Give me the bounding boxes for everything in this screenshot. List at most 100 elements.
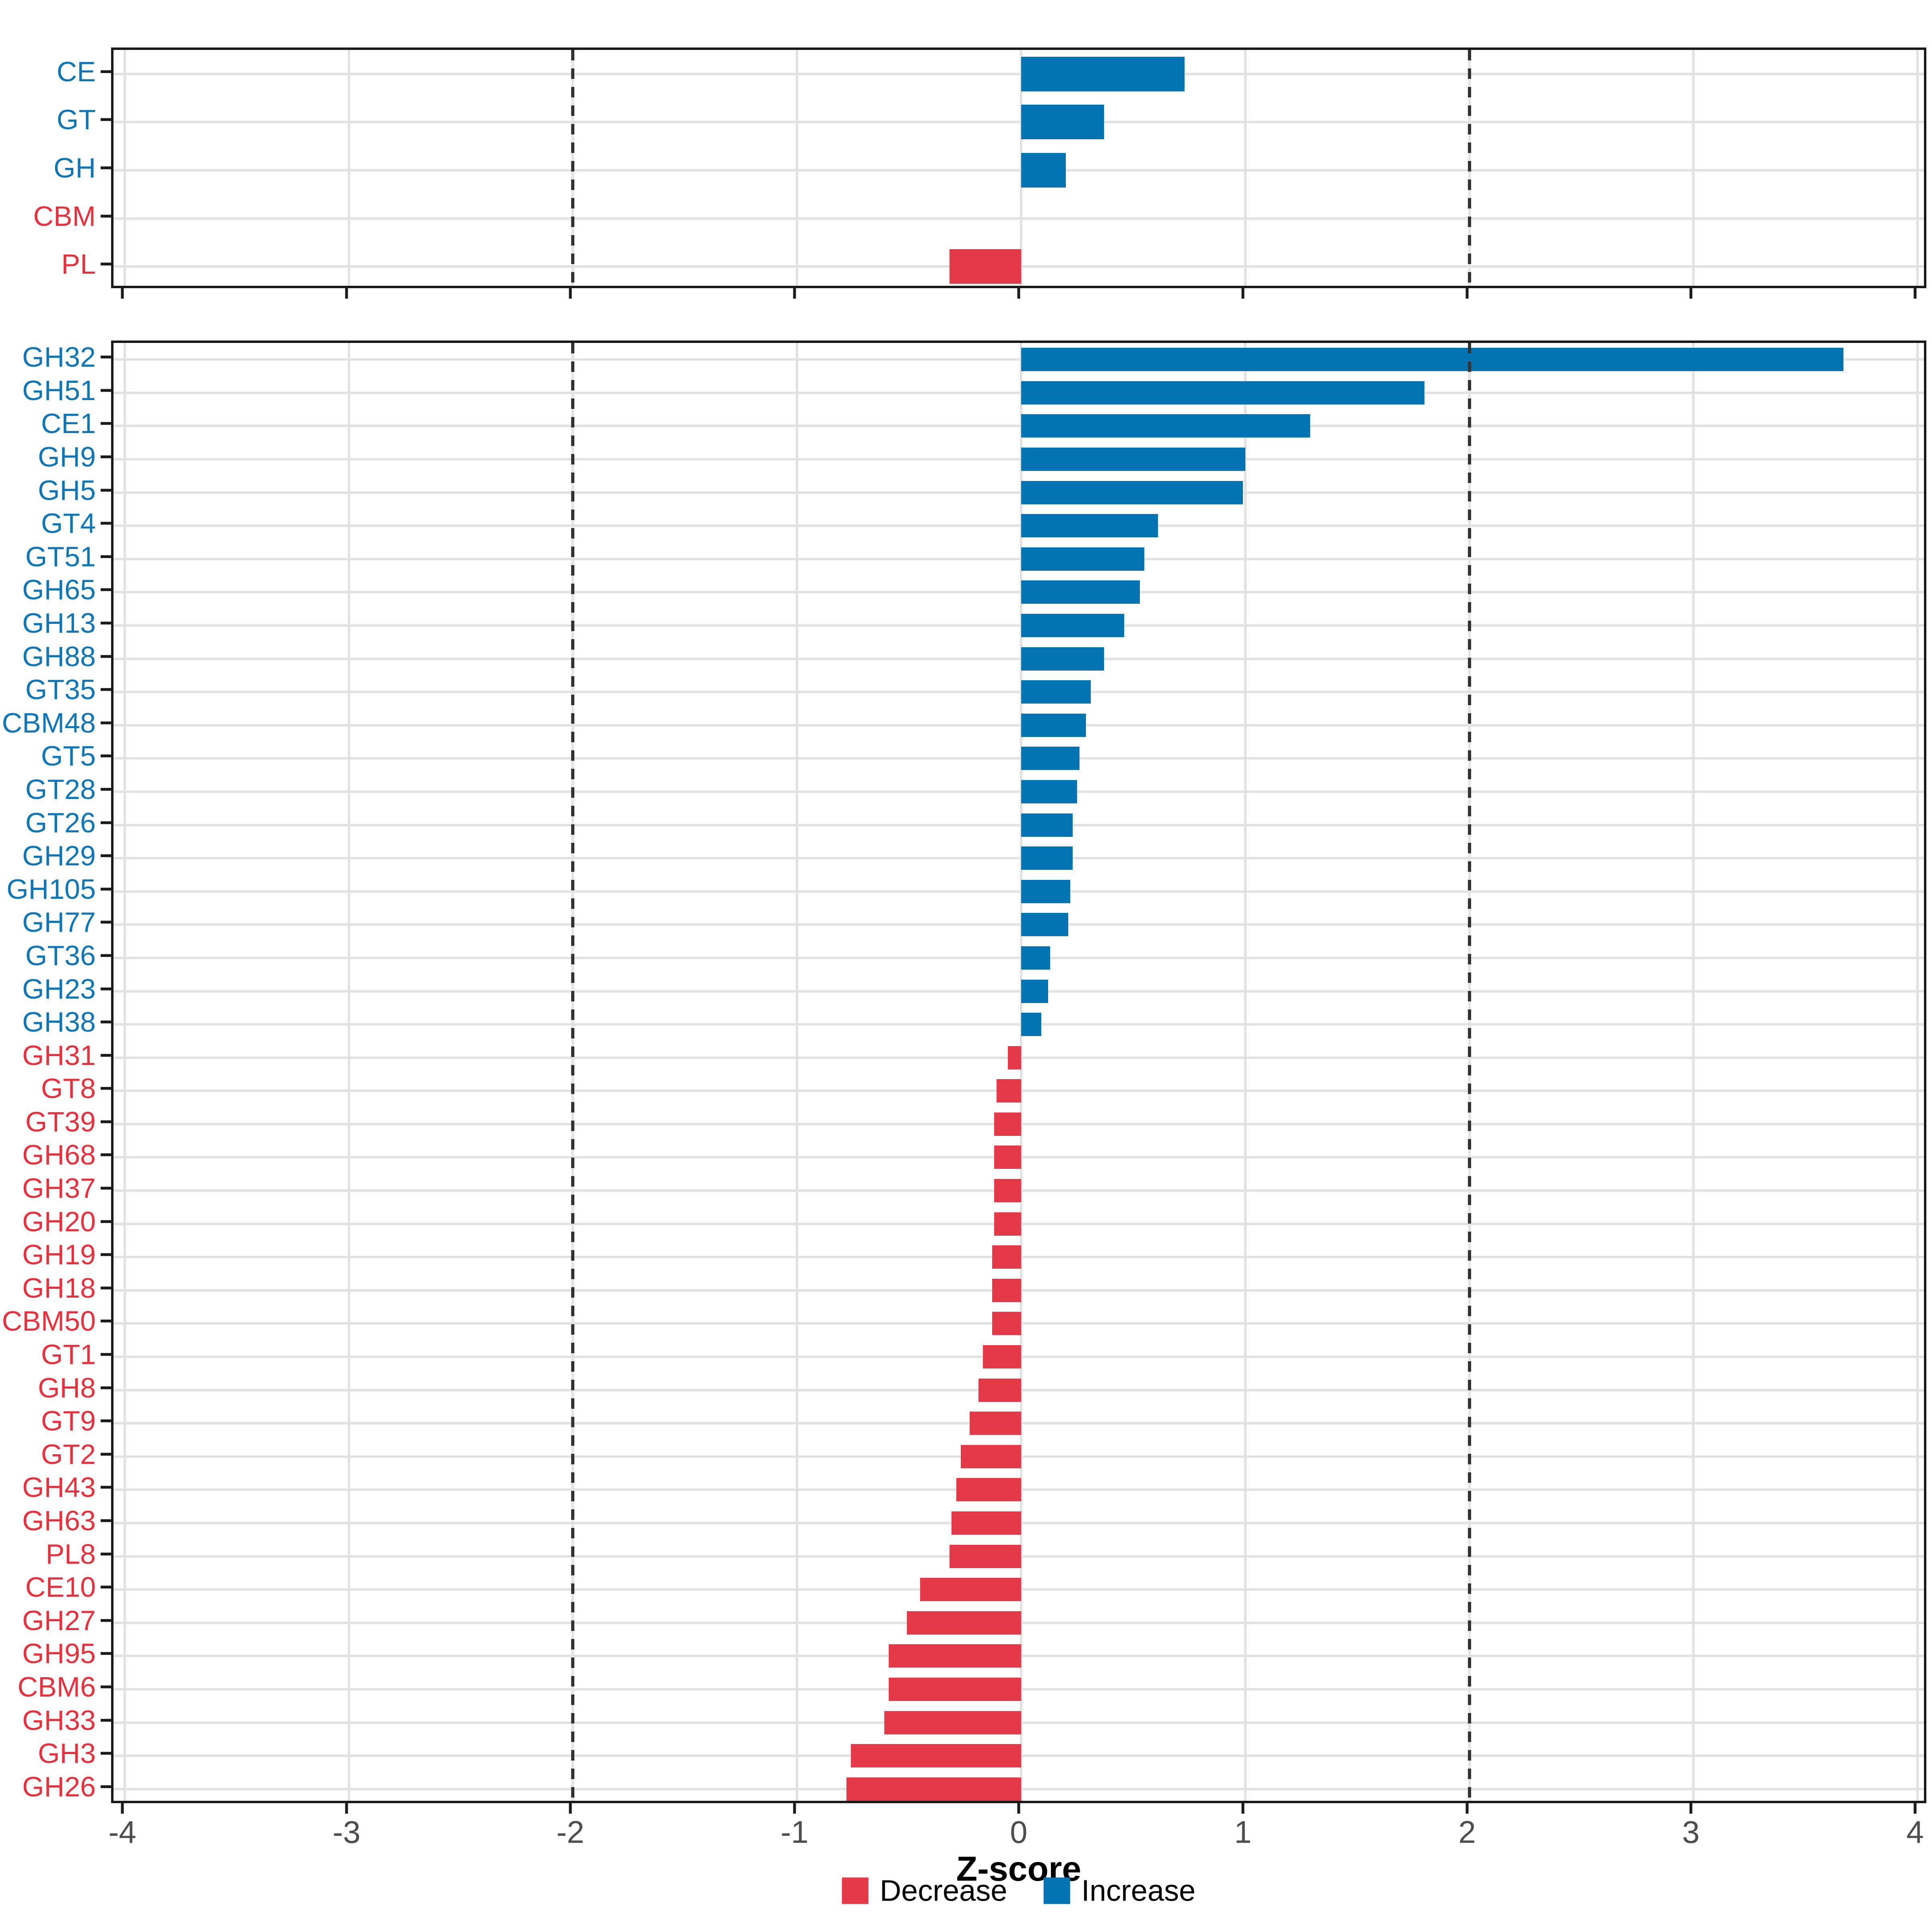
bar-GH77 xyxy=(1021,913,1068,936)
y-label-GH68: GH68 xyxy=(22,1139,96,1170)
h-gridline xyxy=(114,591,1924,593)
bar-GH105 xyxy=(1021,880,1070,903)
y-tick xyxy=(101,987,111,991)
bar-GH88 xyxy=(1021,647,1104,671)
h-gridline xyxy=(114,824,1924,826)
y-tick xyxy=(101,1552,111,1556)
bar-GH5 xyxy=(1021,481,1243,504)
bar-GT36 xyxy=(1021,946,1050,970)
y-tick xyxy=(101,522,111,525)
y-tick xyxy=(101,1286,111,1290)
x-tick xyxy=(121,288,124,299)
y-label-CBM: CBM xyxy=(33,200,96,232)
h-gridline xyxy=(114,491,1924,494)
x-tick xyxy=(1466,1803,1469,1814)
bar-GH23 xyxy=(1021,980,1048,1003)
legend-label-decrease: Decrease xyxy=(879,1874,1007,1907)
y-label-PL8: PL8 xyxy=(45,1538,96,1570)
y-label-GH77: GH77 xyxy=(22,906,96,938)
v-gridline xyxy=(796,343,798,1801)
y-label-GH18: GH18 xyxy=(22,1272,96,1304)
x-tick xyxy=(1689,1803,1693,1814)
y-tick xyxy=(101,821,111,824)
y-label-GH: GH xyxy=(54,152,96,184)
y-tick xyxy=(101,1719,111,1722)
y-label-GH95: GH95 xyxy=(22,1638,96,1669)
bar-GH19 xyxy=(992,1245,1021,1269)
x-tick-label--4: -4 xyxy=(108,1814,136,1850)
h-gridline xyxy=(114,458,1924,460)
y-tick xyxy=(101,621,111,625)
y-tick xyxy=(101,1153,111,1156)
x-tick xyxy=(1689,288,1693,299)
x-tick xyxy=(793,288,796,299)
x-tick xyxy=(1017,288,1020,299)
y-tick xyxy=(101,788,111,791)
y-label-GH27: GH27 xyxy=(22,1605,96,1636)
bar-GH20 xyxy=(994,1212,1021,1236)
x-tick xyxy=(345,288,348,299)
bar-GT28 xyxy=(1021,780,1077,803)
bar-GH51 xyxy=(1021,381,1424,405)
reference-line xyxy=(1468,50,1471,286)
bar-GT4 xyxy=(1021,514,1158,537)
legend-swatch-increase xyxy=(1043,1877,1070,1904)
x-tick xyxy=(1466,288,1469,299)
x-tick xyxy=(1913,1803,1917,1814)
bar-GH43 xyxy=(956,1478,1021,1501)
bar-GH38 xyxy=(1021,1013,1041,1036)
y-label-GH5: GH5 xyxy=(38,475,96,506)
bar-GT9 xyxy=(970,1412,1021,1435)
bar-GH31 xyxy=(1008,1046,1021,1069)
y-tick xyxy=(101,1652,111,1655)
h-gridline xyxy=(114,624,1924,627)
y-tick xyxy=(101,1020,111,1024)
y-tick xyxy=(101,921,111,924)
y-tick xyxy=(101,1319,111,1323)
v-gridline xyxy=(348,343,350,1801)
y-label-GT26: GT26 xyxy=(25,807,96,838)
y-label-GH37: GH37 xyxy=(22,1172,96,1204)
y-tick xyxy=(101,422,111,425)
y-tick xyxy=(101,1619,111,1622)
y-tick xyxy=(101,688,111,691)
bar-GT5 xyxy=(1021,747,1080,770)
y-tick xyxy=(101,215,111,218)
h-gridline xyxy=(114,990,1924,993)
bar-GT xyxy=(1021,105,1104,139)
family-panel xyxy=(111,341,1926,1803)
x-tick-label--1: -1 xyxy=(780,1814,809,1850)
y-tick xyxy=(101,1187,111,1190)
y-label-CBM50: CBM50 xyxy=(2,1305,96,1337)
y-label-PL: PL xyxy=(61,248,96,280)
bar-GH29 xyxy=(1021,846,1073,870)
y-label-GH19: GH19 xyxy=(22,1239,96,1270)
bar-GT1 xyxy=(983,1345,1021,1368)
y-label-GH105: GH105 xyxy=(6,873,96,905)
v-gridline xyxy=(1916,50,1919,286)
bar-GT39 xyxy=(994,1113,1021,1136)
y-tick xyxy=(101,888,111,891)
y-label-CE1: CE1 xyxy=(41,408,96,439)
bar-GH27 xyxy=(907,1611,1021,1635)
h-gridline xyxy=(114,392,1924,394)
bar-CBM48 xyxy=(1021,714,1086,737)
bar-GT26 xyxy=(1021,813,1073,837)
bar-GH3 xyxy=(851,1744,1021,1767)
x-tick-label--3: -3 xyxy=(332,1814,361,1850)
x-tick xyxy=(1241,288,1245,299)
bar-GH8 xyxy=(978,1379,1021,1402)
h-gridline xyxy=(114,524,1924,527)
y-tick xyxy=(101,1087,111,1090)
h-gridline xyxy=(114,1023,1924,1026)
bar-GH68 xyxy=(994,1146,1021,1169)
h-gridline xyxy=(114,169,1924,171)
bar-GH32 xyxy=(1021,348,1843,371)
bar-GH33 xyxy=(884,1711,1021,1734)
legend-label-increase: Increase xyxy=(1081,1874,1196,1907)
y-tick xyxy=(101,1585,111,1589)
h-gridline xyxy=(114,558,1924,560)
h-gridline xyxy=(114,757,1924,760)
x-tick xyxy=(569,288,572,299)
